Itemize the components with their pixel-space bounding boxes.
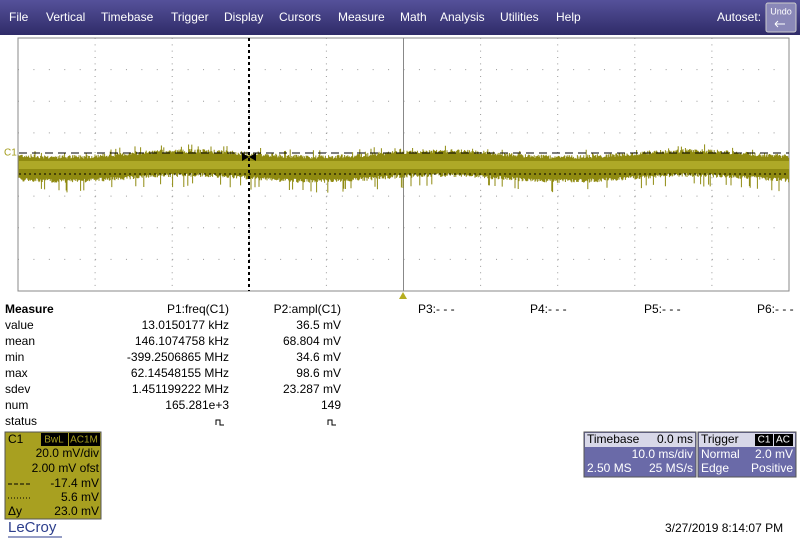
measure-label: num	[5, 398, 28, 412]
timebase-title: Timebase	[587, 432, 640, 446]
menu-item[interactable]: Trigger	[171, 10, 209, 24]
measure-value: 146.1074758 kHz	[135, 334, 229, 348]
measure-header: P2:ampl(C1)	[274, 302, 341, 316]
measure-header: P6:- - -	[757, 302, 794, 316]
measure-header: P5:- - -	[644, 302, 681, 316]
measure-header: P1:freq(C1)	[167, 302, 229, 316]
channel-line: -17.4 mV	[50, 476, 99, 490]
measure-value: -399.2506865 MHz	[127, 350, 229, 364]
timebase-sample-rate: 25 MS/s	[649, 461, 693, 475]
channel-name: C1	[8, 432, 24, 446]
measure-value: 62.14548155 MHz	[131, 366, 229, 380]
measure-header: Measure	[5, 302, 54, 316]
undo-icon	[774, 20, 785, 28]
measure-label: min	[5, 350, 24, 364]
menu-item[interactable]: File	[9, 10, 29, 24]
trigger-slope: Positive	[751, 461, 793, 475]
autoset-label: Autoset:	[717, 10, 761, 24]
trigger-tag: C1	[758, 435, 771, 446]
timebase-samples: 2.50 MS	[587, 461, 632, 475]
measure-value: 165.281e+3	[165, 398, 229, 412]
measure-value: 36.5 mV	[296, 318, 341, 332]
trigger-title: Trigger	[701, 432, 739, 446]
measure-value: 68.804 mV	[283, 334, 341, 348]
measure-header: P4:- - -	[530, 302, 567, 316]
measure-label: value	[5, 318, 34, 332]
measure-value: 1.451199222 MHz	[132, 382, 229, 396]
measure-header: P3:- - -	[418, 302, 455, 316]
menu-item[interactable]: Measure	[338, 10, 385, 24]
measure-value: 23.287 mV	[283, 382, 341, 396]
logo: LeCroy	[8, 519, 57, 536]
menu-bar	[0, 0, 800, 35]
tag-box	[755, 434, 773, 446]
status-icon	[215, 419, 336, 426]
measure-label: status	[5, 414, 37, 428]
trigger-tag: AC	[776, 435, 790, 446]
tag-box	[774, 434, 793, 446]
trigger-level: 2.0 mV	[755, 447, 793, 461]
measure-table: Measure P1:freq(C1) P2:ampl(C1) P3:- - - P4:…	[5, 302, 794, 428]
trigger-type: Edge	[701, 461, 729, 475]
delta-value: 23.0 mV	[54, 504, 99, 518]
measure-label: mean	[5, 334, 35, 348]
channel-tag: BwL	[44, 435, 64, 446]
trigger-marker	[399, 292, 407, 299]
menu-item[interactable]: Cursors	[279, 10, 321, 24]
menu-item[interactable]: Timebase	[101, 10, 154, 24]
channel-marker: C1	[4, 148, 17, 159]
menu-item[interactable]: Utilities	[500, 10, 539, 24]
timebase-header	[585, 433, 695, 447]
measure-value: 149	[321, 398, 341, 412]
channel-tag: AC1M	[70, 435, 98, 446]
menu-item[interactable]: Help	[556, 10, 581, 24]
measure-value: 98.6 mV	[296, 366, 341, 380]
measure-value: 34.6 mV	[296, 350, 341, 364]
tag-box	[41, 433, 68, 446]
timebase-delay: 0.0 ms	[657, 432, 693, 446]
tag-box	[69, 433, 100, 446]
menu-item[interactable]: Analysis	[440, 10, 485, 24]
trigger-mode: Normal	[701, 447, 740, 461]
channel-panel[interactable]	[4, 431, 102, 520]
menu-item[interactable]: Math	[400, 10, 427, 24]
undo-button[interactable]	[765, 2, 797, 33]
menu-item[interactable]: Vertical	[46, 10, 85, 24]
channel-line: 2.00 mV ofst	[32, 461, 100, 475]
delta-label: Δy	[8, 504, 22, 518]
waveform-core	[19, 161, 789, 169]
timestamp: 3/27/2019 8:14:07 PM	[665, 521, 783, 535]
measure-value: 13.0150177 kHz	[142, 318, 229, 332]
menu-item[interactable]: Display	[224, 10, 263, 24]
menu: File Vertical Timebase Trigger Display Cursor…	[9, 10, 581, 24]
undo-label[interactable]: Undo	[770, 6, 792, 16]
timebase-rate: 10.0 ms/div	[632, 447, 693, 461]
measure-label: max	[5, 366, 28, 380]
channel-line: 20.0 mV/div	[36, 446, 99, 460]
channel-line: 5.6 mV	[61, 490, 99, 504]
cursor-marker	[242, 153, 256, 161]
measure-label: sdev	[5, 382, 30, 396]
